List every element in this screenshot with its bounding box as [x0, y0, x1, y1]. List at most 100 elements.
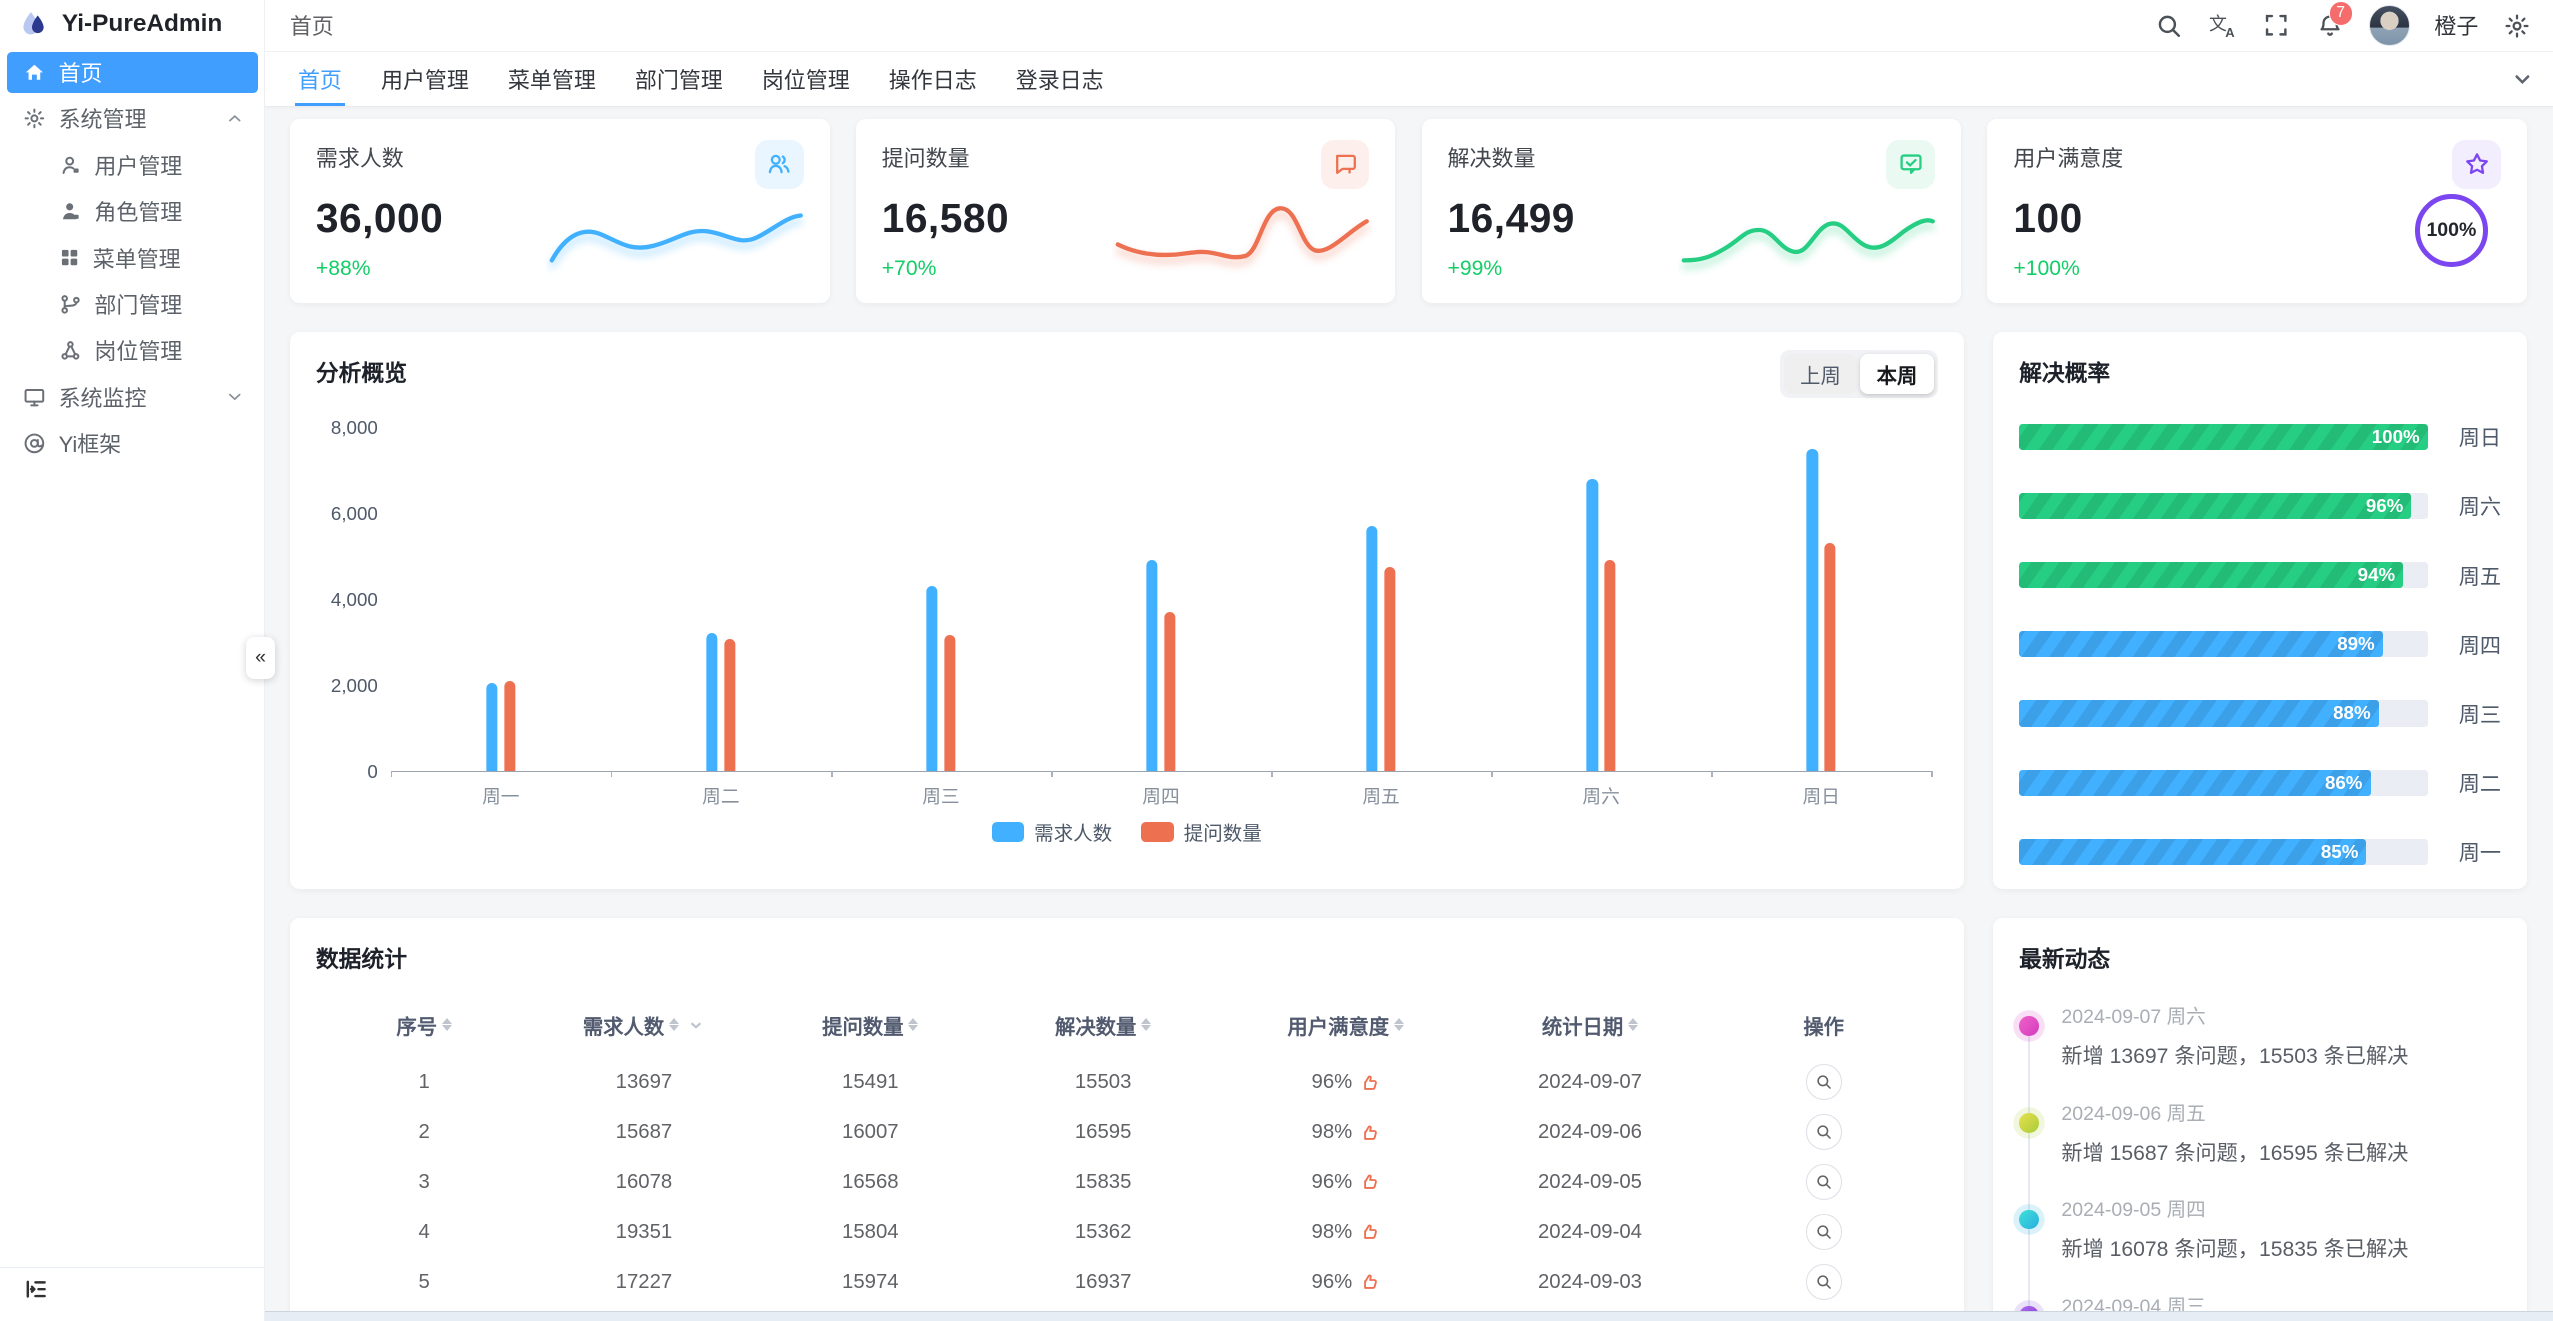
thumbs-up-icon — [1359, 1122, 1380, 1143]
column-header-5[interactable]: 统计日期 — [1470, 1010, 1709, 1040]
horizontal-scrollbar[interactable] — [265, 1311, 2553, 1321]
sidebar-item-7[interactable]: 系统监控 — [7, 377, 258, 418]
column-label: 解决数量 — [1055, 1010, 1136, 1040]
sort-asc-icon — [1628, 1018, 1638, 1024]
sidebar-item-8[interactable]: Yi框架 — [7, 423, 258, 464]
cell-index: 3 — [316, 1171, 533, 1194]
progress-track: 85% — [2019, 839, 2428, 865]
magnifier-icon — [1815, 1273, 1833, 1291]
column-header-6[interactable]: 操作 — [1710, 1010, 1938, 1040]
segment-0[interactable]: 上周 — [1784, 354, 1857, 394]
sidebar-item-2[interactable]: 用户管理 — [7, 145, 258, 186]
cell-value: 15974 — [842, 1271, 899, 1294]
progress-row: 89%周四 — [2019, 631, 2501, 657]
sidebar-item-6[interactable]: 岗位管理 — [7, 330, 258, 371]
avatar[interactable] — [2369, 5, 2410, 46]
stat-card-title: 解决数量 — [1448, 142, 1936, 173]
fullscreen-icon[interactable] — [2262, 11, 2291, 40]
search-icon[interactable] — [2154, 11, 2183, 40]
message-check-icon — [1886, 140, 1935, 189]
timeline-text: 新增 13697 条问题，15503 条已解决 — [2061, 1039, 2501, 1070]
tabbar-chevron-down-icon[interactable] — [2511, 68, 2534, 91]
sort-carets-icon — [1628, 1018, 1638, 1032]
cell-value: 16568 — [842, 1171, 899, 1194]
app-title: Yi-PureAdmin — [62, 10, 222, 38]
thumbs-up-icon — [1359, 1171, 1380, 1192]
column-header-2[interactable]: 提问数量 — [756, 1010, 986, 1040]
segment-1[interactable]: 本周 — [1860, 354, 1933, 394]
cell-date: 2024-09-07 — [1470, 1071, 1709, 1094]
tab-6[interactable]: 登录日志 — [996, 52, 1123, 106]
view-detail-button[interactable] — [1806, 1264, 1842, 1300]
bar-需求人数 — [486, 683, 497, 771]
sort-asc-icon — [669, 1018, 679, 1024]
cell-satisfaction: 96% — [1221, 1271, 1470, 1294]
cell-value: 15491 — [842, 1071, 899, 1094]
axis-tick — [611, 771, 613, 778]
trend-sparkline — [546, 192, 807, 277]
menu-fold-icon[interactable] — [21, 1275, 50, 1304]
progress-value: 86% — [2325, 772, 2362, 794]
cell-value: 96% — [1312, 1271, 1353, 1294]
filter-chevron-down-icon — [687, 1016, 705, 1034]
column-header-1[interactable]: 需求人数 — [532, 1010, 755, 1040]
cell-demand: 17227 — [532, 1271, 755, 1294]
notification-bell-icon[interactable]: 7 — [2316, 11, 2345, 40]
tab-3[interactable]: 部门管理 — [615, 52, 742, 106]
column-label: 序号 — [396, 1010, 437, 1040]
at-icon — [23, 432, 46, 455]
progress-day-label: 周五 — [2459, 560, 2501, 591]
cell-value: 15503 — [1075, 1071, 1132, 1094]
username[interactable]: 橙子 — [2434, 10, 2478, 41]
axis-tick — [1491, 771, 1493, 778]
sidebar-item-4[interactable]: 菜单管理 — [7, 238, 258, 279]
cell-value: 15804 — [842, 1221, 899, 1244]
tab-2[interactable]: 菜单管理 — [488, 52, 615, 106]
column-header-4[interactable]: 用户满意度 — [1221, 1010, 1470, 1040]
progress-day-label: 周三 — [2459, 698, 2501, 729]
settings-gear-icon[interactable] — [2503, 11, 2532, 40]
sidebar-item-5[interactable]: 部门管理 — [7, 284, 258, 325]
view-detail-button[interactable] — [1806, 1164, 1842, 1200]
bar-需求人数 — [1807, 449, 1818, 771]
users-icon — [755, 140, 804, 189]
view-detail-button[interactable] — [1806, 1064, 1842, 1100]
sidebar-collapse-button[interactable]: « — [246, 637, 275, 679]
chart-legend: 需求人数提问数量 — [316, 817, 1938, 846]
sidebar-item-1[interactable]: 系统管理 — [7, 98, 258, 139]
latest-news-card: 最新动态 2024-09-07 周六新增 13697 条问题，15503 条已解… — [1993, 918, 2527, 1320]
progress-value: 89% — [2337, 633, 2374, 655]
x-tick-label: 周二 — [702, 782, 739, 809]
progress-row: 96%周六 — [2019, 493, 2501, 519]
tab-5[interactable]: 操作日志 — [869, 52, 996, 106]
timeline-item: 2024-09-05 周四新增 16078 条问题，15835 条已解决 — [2019, 1193, 2501, 1263]
tab-1[interactable]: 用户管理 — [361, 52, 488, 106]
timeline-dot — [2019, 1113, 2039, 1133]
y-tick-label: 4,000 — [331, 589, 378, 611]
x-tick-label: 周五 — [1362, 782, 1399, 809]
magnifier-icon — [1815, 1223, 1833, 1241]
sidebar-item-3[interactable]: 角色管理 — [7, 191, 258, 232]
table-title: 数据统计 — [316, 941, 1938, 974]
cell-value: 96% — [1312, 1171, 1353, 1194]
sidebar-item-label: 部门管理 — [94, 289, 182, 320]
bar-提问数量 — [944, 635, 955, 770]
tab-4[interactable]: 岗位管理 — [742, 52, 869, 106]
cell-value: 15687 — [616, 1121, 673, 1144]
bar-需求人数 — [1586, 479, 1597, 771]
view-detail-button[interactable] — [1806, 1114, 1842, 1150]
axis-tick — [391, 771, 393, 778]
column-header-0[interactable]: 序号 — [316, 1010, 533, 1040]
progress-track: 100% — [2019, 424, 2428, 450]
thumbs-up-icon — [1359, 1271, 1380, 1292]
sidebar-item-0[interactable]: 首页 — [7, 52, 258, 93]
progress-value: 85% — [2321, 841, 2358, 863]
menu-grid-icon — [59, 247, 80, 268]
column-header-3[interactable]: 解决数量 — [985, 1010, 1221, 1040]
view-detail-button[interactable] — [1806, 1214, 1842, 1250]
tab-0[interactable]: 首页 — [278, 52, 361, 106]
